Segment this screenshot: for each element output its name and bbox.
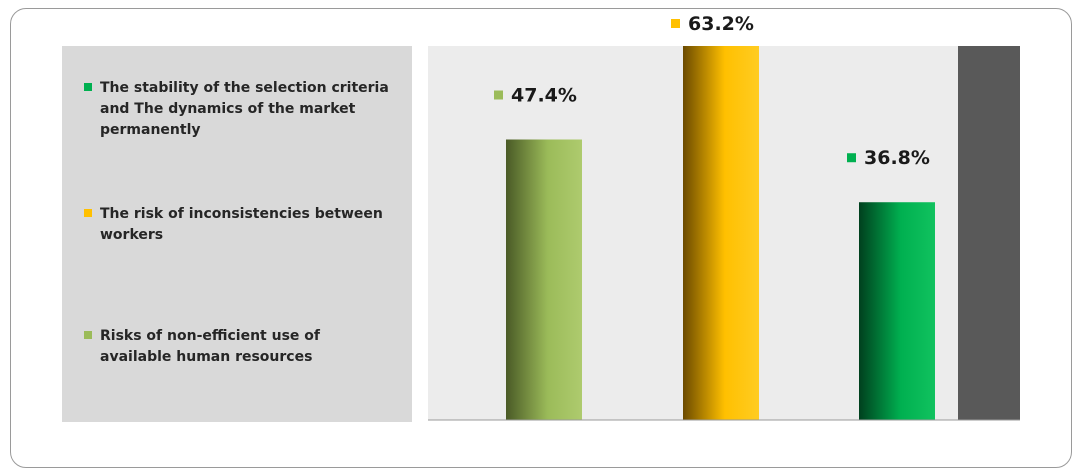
legend-swatch-gold xyxy=(84,209,92,217)
legend: The stability of the selection criteria … xyxy=(62,46,412,422)
legend-label-inconsistencies: The risk of inconsistencies between work… xyxy=(100,206,383,243)
bar-1 xyxy=(683,46,759,420)
data-label-1: 63.2% xyxy=(688,13,754,35)
data-label-swatch-1 xyxy=(671,19,680,28)
data-label-0: 47.4% xyxy=(511,85,577,107)
bar-2 xyxy=(859,202,935,420)
data-label-swatch-2 xyxy=(847,153,856,163)
legend-item-non-efficient: Risks of non-efficient use of available … xyxy=(84,326,390,368)
data-label-swatch-0 xyxy=(494,90,503,100)
legend-swatch-green xyxy=(84,83,92,91)
data-label-2: 36.8% xyxy=(864,147,930,169)
legend-swatch-olive xyxy=(84,331,92,339)
legend-item-inconsistencies: The risk of inconsistencies between work… xyxy=(84,204,390,246)
legend-label-non-efficient: Risks of non-efficient use of available … xyxy=(100,328,320,365)
legend-label-stability: The stability of the selection criteria … xyxy=(100,80,389,138)
right-dark-bar xyxy=(958,46,1020,420)
bar-0 xyxy=(506,139,582,420)
legend-item-stability: The stability of the selection criteria … xyxy=(84,78,390,141)
